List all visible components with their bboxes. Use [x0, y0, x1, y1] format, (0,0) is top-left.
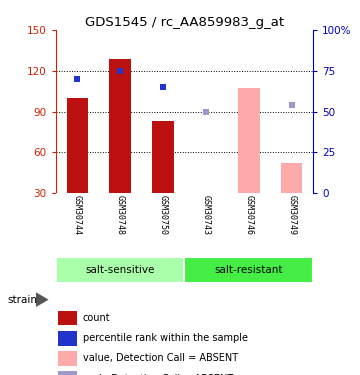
Bar	[56, 257, 185, 283]
Bar	[58, 310, 77, 326]
Text: GSM30746: GSM30746	[244, 195, 253, 235]
Text: percentile rank within the sample: percentile rank within the sample	[83, 333, 248, 343]
Title: GDS1545 / rc_AA859983_g_at: GDS1545 / rc_AA859983_g_at	[85, 16, 284, 29]
Bar	[281, 163, 302, 193]
Text: GSM30750: GSM30750	[158, 195, 167, 235]
Text: GSM30748: GSM30748	[116, 195, 125, 235]
Text: rank, Detection Call = ABSENT: rank, Detection Call = ABSENT	[83, 374, 233, 375]
Text: GSM30743: GSM30743	[202, 195, 211, 235]
Text: value, Detection Call = ABSENT: value, Detection Call = ABSENT	[83, 354, 238, 363]
Text: salt-sensitive: salt-sensitive	[85, 265, 155, 275]
Text: GSM30749: GSM30749	[287, 195, 296, 235]
Bar	[238, 88, 260, 193]
Bar	[184, 257, 313, 283]
Bar	[58, 351, 77, 366]
Bar	[152, 121, 174, 193]
Text: GSM30744: GSM30744	[73, 195, 82, 235]
Bar	[195, 193, 217, 209]
Text: strain: strain	[7, 295, 37, 304]
Text: count: count	[83, 313, 111, 323]
Polygon shape	[36, 292, 49, 307]
Bar	[67, 98, 88, 193]
Bar	[58, 371, 77, 375]
Text: salt-resistant: salt-resistant	[215, 265, 283, 275]
Bar	[109, 58, 131, 193]
Bar	[58, 331, 77, 346]
